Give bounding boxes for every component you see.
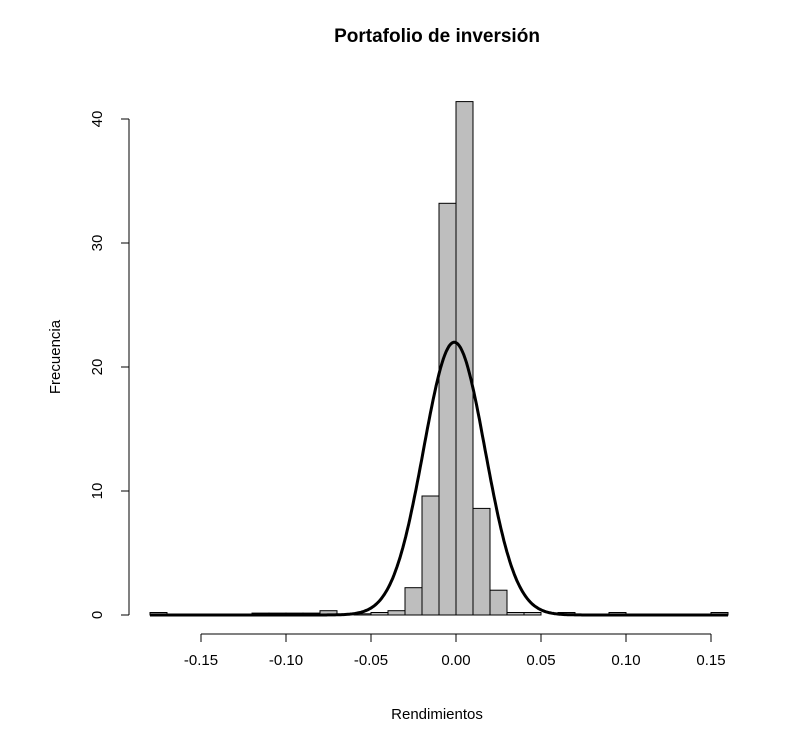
x-tick-label: 0.10 — [611, 652, 640, 669]
x-tick-label: -0.05 — [354, 652, 388, 669]
histogram-bars — [149, 101, 729, 616]
x-tick-label: -0.10 — [269, 652, 303, 669]
histogram-bar — [489, 589, 508, 616]
x-axis-label: Rendimientos — [391, 706, 483, 723]
y-tick-label: 20 — [89, 359, 106, 376]
x-tick-label: -0.15 — [184, 652, 218, 669]
y-tick-label: 40 — [89, 111, 106, 128]
y-axis: 0 10 20 30 40 — [89, 111, 130, 619]
density-curve-layer — [149, 340, 729, 617]
density-curve — [149, 340, 729, 617]
x-axis: -0.15 -0.10 -0.05 0.00 0.05 0.10 0.15 — [184, 633, 726, 669]
chart-title: Portafolio de inversión — [334, 26, 540, 47]
histogram-bar — [506, 612, 525, 616]
y-tick-label: 10 — [89, 483, 106, 500]
y-axis-label: Frecuencia — [47, 319, 64, 394]
y-tick-label: 0 — [89, 611, 106, 619]
histogram-bar — [438, 202, 457, 616]
x-tick-label: 0.00 — [441, 652, 470, 669]
histogram-bar — [404, 587, 423, 616]
x-tick-label: 0.15 — [696, 652, 725, 669]
histogram-bar — [523, 612, 542, 616]
histogram-bar — [387, 610, 406, 616]
histogram-bar — [370, 612, 389, 616]
y-tick-label: 30 — [89, 235, 106, 252]
histogram-bar — [472, 507, 491, 616]
x-tick-label: 0.05 — [526, 652, 555, 669]
histogram-bar — [421, 495, 440, 616]
